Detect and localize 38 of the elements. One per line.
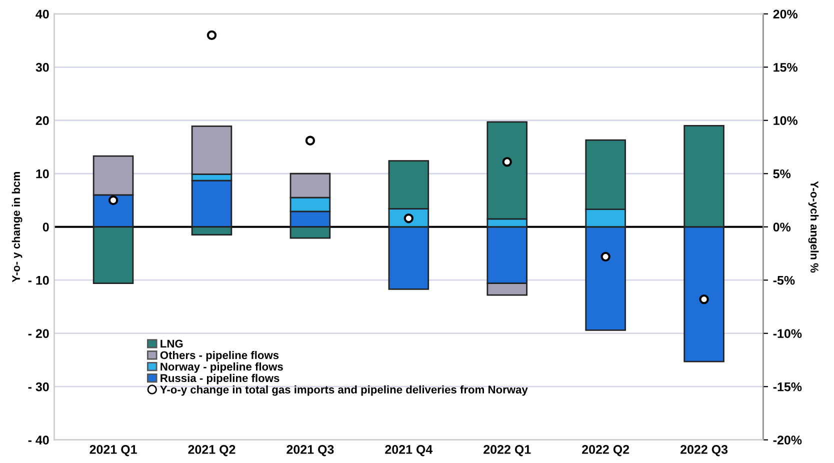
y2-axis-title: Y-o-ych angeln % [808, 181, 819, 273]
y-tick-label: 10 [36, 169, 49, 178]
x-tick-label: 2021 Q3 [286, 445, 334, 456]
legend-label: LNG [160, 340, 183, 348]
legend-label: Y-o-y change in total gas imports and pipeline deliveries from Norway [160, 385, 528, 396]
y2-tick-label: 10% [774, 116, 798, 126]
y-tick-label: - 30 [28, 382, 49, 392]
x-tick-label: 2022 Q1 [484, 445, 531, 456]
x-tick-label: 2022 Q3 [680, 445, 728, 456]
y2-tick-label: 20% [773, 10, 798, 19]
x-tick-label: 2021 Q2 [188, 445, 236, 456]
x-tick-label: 2021 Q4 [385, 445, 433, 456]
y-tick-label: - 10 [28, 276, 49, 285]
y2-tick-label: -5% [773, 276, 795, 285]
y-tick-label: - 40 [28, 436, 49, 444]
y2-tick-label: -10% [773, 329, 802, 338]
point [600, 252, 610, 262]
legend-label: Norway - pipeline flows [160, 362, 283, 373]
legend-label: Others - pipeline flows [160, 350, 279, 362]
point [305, 136, 316, 146]
point [206, 30, 217, 40]
x-tick-label: 2022 Q2 [582, 445, 630, 456]
y-tick-label: 0 [42, 222, 49, 232]
point [502, 157, 512, 167]
y-tick-label: 20 [36, 116, 49, 126]
point [108, 195, 118, 206]
point [699, 294, 709, 304]
y2-tick-label: -15% [773, 382, 802, 392]
y2-tick-label: 5% [773, 169, 791, 178]
y2-tick-label: 15% [774, 62, 798, 72]
y-tick-label: 40 [36, 10, 49, 19]
y2-tick-label: 0% [773, 222, 791, 232]
legend-label: Russia - pipeline flows [160, 374, 280, 384]
y2-tick-label: -20% [773, 436, 802, 444]
y-tick-label: - 20 [28, 329, 49, 338]
y-axis-title: Y-o- y change in bcm [12, 172, 22, 282]
x-tick-label: 2021 Q1 [90, 445, 137, 456]
y-tick-label: 30 [36, 62, 49, 72]
